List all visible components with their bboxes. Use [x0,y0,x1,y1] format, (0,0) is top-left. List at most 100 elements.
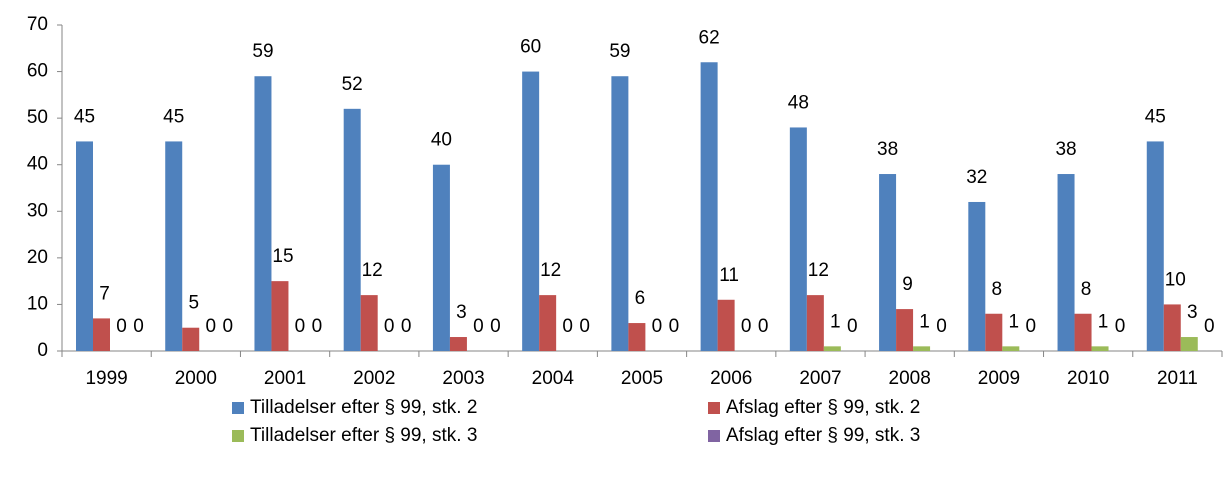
data-label: 12 [362,260,383,281]
data-label: 0 [295,316,306,337]
x-tick-label: 1999 [85,368,127,389]
y-tick-label: 50 [27,107,48,128]
legend-label: Tilladelser efter § 99, stk. 3 [250,425,477,446]
bar [1163,304,1181,351]
data-label: 0 [758,316,769,337]
data-label: 0 [741,316,752,337]
legend-label: Afslag efter § 99, stk. 3 [726,425,920,446]
bar [360,295,378,351]
data-label: 0 [669,316,680,337]
x-tick-label: 2005 [621,368,663,389]
x-tick-label: 2011 [1157,368,1198,389]
legend-swatch [708,430,720,442]
x-tick-label: 2010 [1067,368,1109,389]
data-label: 59 [609,41,630,62]
data-label: 0 [473,316,484,337]
data-label: 9 [902,274,913,295]
y-tick-label: 0 [37,340,48,361]
data-label: 0 [116,316,127,337]
data-label: 45 [163,106,184,127]
x-tick-label: 2007 [799,368,841,389]
data-label: 45 [74,106,95,127]
data-label: 5 [188,293,199,314]
bar [254,76,272,351]
data-label: 0 [1026,316,1037,337]
legend-swatch [232,430,244,442]
bar [449,337,467,351]
data-label: 11 [719,265,739,286]
bar [1057,174,1075,351]
legend-swatch [232,402,244,414]
data-label: 0 [847,316,858,337]
bar [271,281,289,351]
bar [1074,313,1092,351]
bar [879,174,897,351]
x-tick-label: 2000 [175,368,217,389]
data-label: 0 [1204,316,1215,337]
x-tick-label: 2003 [442,368,484,389]
y-tick-label: 30 [27,200,48,221]
data-label: 10 [1165,269,1186,290]
data-label: 48 [788,92,809,113]
data-label: 0 [1115,316,1126,337]
bar [1091,346,1109,351]
bar [985,313,1003,351]
bar [1002,346,1020,351]
data-label: 7 [99,283,110,304]
data-label: 0 [401,316,412,337]
y-tick-label: 10 [27,293,48,314]
data-label: 0 [312,316,323,337]
x-tick-label: 2004 [532,368,575,389]
bar [789,127,807,351]
data-label: 0 [562,316,573,337]
data-label: 12 [540,260,561,281]
data-label: 0 [936,316,947,337]
data-label: 8 [1081,279,1092,300]
data-label: 0 [133,316,144,337]
data-label: 0 [222,316,233,337]
bar [522,71,540,352]
y-tick-label: 20 [27,247,48,268]
data-label: 15 [272,246,293,267]
x-tick-label: 2001 [264,368,306,389]
data-label: 60 [520,37,541,58]
bar [1146,141,1164,351]
y-tick-label: 60 [27,61,48,82]
bar [165,141,183,351]
bar [76,141,93,351]
bar [823,346,841,351]
bar [806,295,824,351]
bar [93,318,110,351]
bar [913,346,931,351]
data-label: 38 [877,139,898,160]
y-tick-label: 40 [27,154,48,175]
data-label: 8 [992,279,1003,300]
x-tick-label: 2002 [353,368,395,389]
legend-label: Afslag efter § 99, stk. 2 [726,397,920,418]
data-label: 38 [1055,139,1076,160]
data-label: 62 [699,27,720,48]
data-label: 12 [808,260,829,281]
data-label: 1 [1009,311,1020,332]
legend-swatch [708,402,720,414]
data-label: 1 [919,311,930,332]
data-label: 0 [490,316,501,337]
data-label: 59 [252,41,273,62]
legend-label: Tilladelser efter § 99, stk. 2 [250,397,477,418]
bar [968,201,986,351]
data-label: 52 [342,74,363,95]
data-label: 0 [384,316,395,337]
bar [539,295,557,351]
bar [896,309,914,351]
bar [1180,337,1198,351]
data-label: 0 [652,316,663,337]
x-tick-label: 2006 [710,368,752,389]
bar [432,164,450,351]
x-tick-label: 2008 [889,368,931,389]
data-label: 1 [830,311,841,332]
data-label: 0 [205,316,216,337]
data-label: 3 [456,302,467,323]
data-label: 32 [966,167,987,188]
data-label: 45 [1145,106,1166,127]
